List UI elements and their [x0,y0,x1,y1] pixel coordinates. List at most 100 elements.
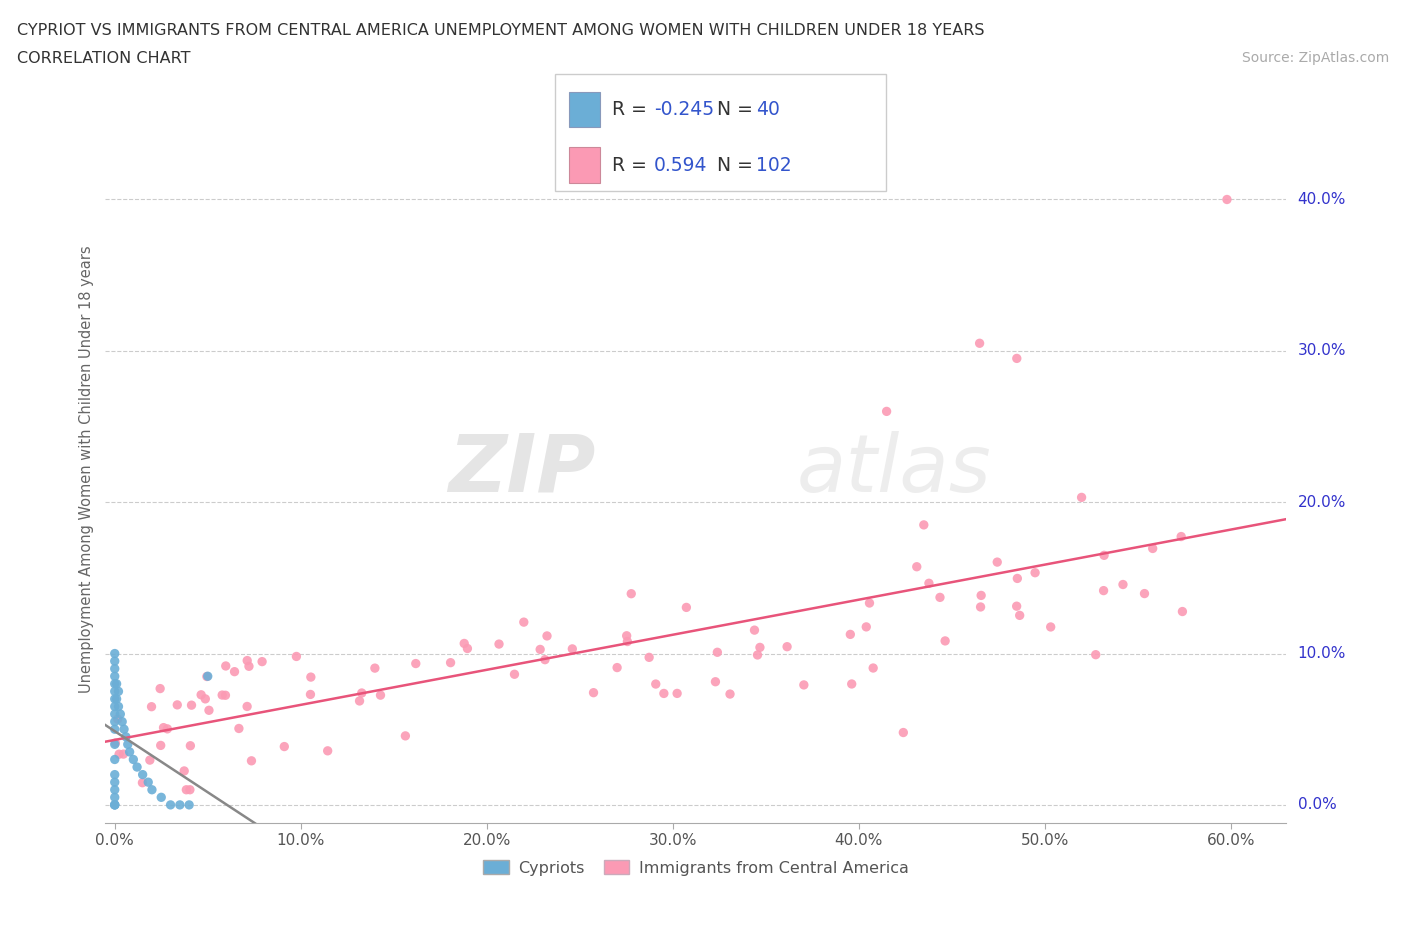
Point [104,736,127,751]
Point [104,707,127,722]
Point [104,654,127,669]
Point [675,600,697,615]
Point [236,699,259,714]
Point [841,676,863,691]
Point [104,676,127,691]
Point [718,686,741,701]
Text: 20.0%: 20.0% [1298,495,1346,510]
Point [104,661,127,676]
Point [104,797,127,812]
Point [513,615,536,630]
Point [876,404,898,418]
Point [839,627,862,642]
Point [1170,529,1192,544]
Point [149,681,172,696]
Point [169,797,191,812]
Point [104,752,127,767]
Text: N =: N = [717,100,759,119]
Point [1216,193,1239,207]
Point [456,641,478,656]
Point [104,797,127,812]
Point [179,782,201,797]
Point [104,790,127,804]
Text: 10.0%: 10.0% [1298,646,1346,661]
Point [855,619,877,634]
Point [104,684,127,698]
Point [112,747,135,762]
Point [141,782,163,797]
Point [1142,541,1164,556]
Point [112,722,135,737]
Point [190,687,212,702]
Point [131,767,153,782]
Point [194,691,217,706]
Point [744,623,766,638]
Text: CYPRIOT VS IMMIGRANTS FROM CENTRAL AMERICA UNEMPLOYMENT AMONG WOMEN WITH CHILDRE: CYPRIOT VS IMMIGRANTS FROM CENTRAL AMERI… [17,23,984,38]
Point [1112,578,1135,592]
Point [131,776,153,790]
Point [104,699,127,714]
Point [561,642,583,657]
Point [350,685,373,700]
Point [929,590,952,604]
Point [364,660,387,675]
Point [214,688,236,703]
Point [1092,548,1115,563]
Point [179,797,201,812]
Point [858,595,880,610]
Point [240,753,263,768]
Point [111,714,134,729]
Point [1008,608,1031,623]
Point [918,576,941,591]
Point [1005,599,1028,614]
Point [1092,583,1115,598]
Point [285,649,308,664]
Point [638,650,661,665]
Point [529,642,551,657]
Point [236,653,259,668]
Point [912,517,935,532]
Text: atlas: atlas [796,431,991,509]
Text: R =: R = [612,100,652,119]
Point [405,656,427,671]
Point [108,747,131,762]
Point [198,703,221,718]
Text: ZIP: ZIP [449,431,596,509]
Point [503,667,526,682]
Point [793,677,815,692]
Text: -0.245: -0.245 [654,100,714,119]
Point [173,764,195,778]
Point [107,711,129,726]
Point [704,674,727,689]
Point [104,782,127,797]
Text: 102: 102 [756,155,792,175]
Point [776,639,799,654]
Point [536,629,558,644]
Point [215,658,238,673]
Point [117,737,139,751]
Point [349,694,371,709]
Text: 0.594: 0.594 [654,155,707,175]
Point [969,336,991,351]
Point [104,737,127,751]
Point [238,658,260,673]
Point [970,588,993,603]
Point [104,669,127,684]
Point [582,685,605,700]
Point [905,559,928,574]
Text: 40: 40 [756,100,780,119]
Point [1084,647,1107,662]
Point [1171,604,1194,619]
Point [105,692,128,707]
Point [891,725,914,740]
Point [706,644,728,659]
Point [150,790,173,804]
Text: 40.0%: 40.0% [1298,192,1346,207]
Point [986,554,1008,569]
Point [104,722,127,737]
Point [616,629,638,644]
Point [115,729,138,744]
Point [488,637,510,652]
Point [224,664,246,679]
Point [110,707,132,722]
